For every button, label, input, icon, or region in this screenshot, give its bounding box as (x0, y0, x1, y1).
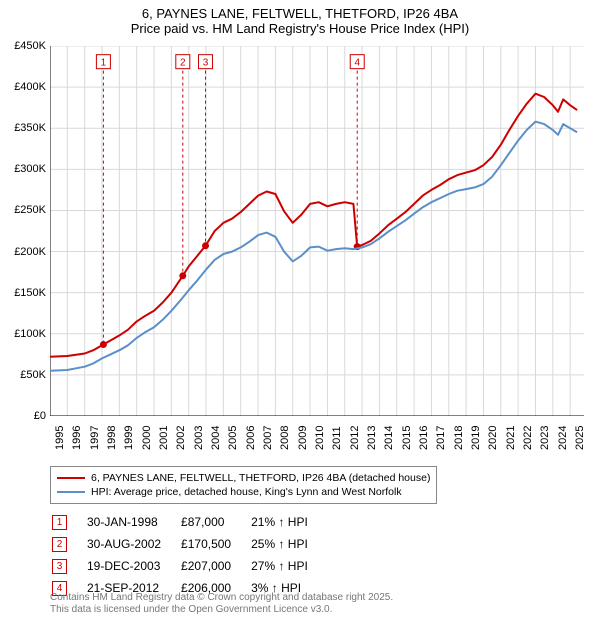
svg-text:1: 1 (101, 58, 107, 69)
event-date: 30-JAN-1998 (87, 512, 179, 532)
footer-line1: Contains HM Land Registry data © Crown c… (50, 592, 393, 603)
y-tick-label: £0 (34, 410, 46, 422)
legend-label: 6, PAYNES LANE, FELTWELL, THETFORD, IP26… (91, 471, 430, 485)
event-delta: 21% ↑ HPI (251, 512, 326, 532)
footer-line2: This data is licensed under the Open Gov… (50, 604, 332, 615)
svg-text:2: 2 (180, 58, 186, 69)
x-tick-label: 2017 (435, 426, 447, 450)
y-tick-label: £50K (20, 369, 46, 381)
x-tick-label: 2013 (366, 426, 378, 450)
y-axis: £0£50K£100K£150K£200K£250K£300K£350K£400… (0, 46, 50, 416)
legend-row: HPI: Average price, detached house, King… (57, 485, 430, 499)
x-tick-label: 2002 (175, 426, 187, 450)
x-tick-label: 1998 (106, 426, 118, 450)
y-tick-label: £250K (14, 204, 46, 216)
y-tick-label: £450K (14, 40, 46, 52)
title-address: 6, PAYNES LANE, FELTWELL, THETFORD, IP26… (10, 6, 590, 21)
y-tick-label: £200K (14, 246, 46, 258)
event-delta: 25% ↑ HPI (251, 534, 326, 554)
x-axis: 1995 1996 1997 1998 1999 2000 2001 2002 2003 2004… (50, 416, 584, 464)
events-table: 1 30-JAN-1998£87,00021% ↑ HPI 2 30-AUG-2002… (50, 510, 328, 600)
legend-label: HPI: Average price, detached house, King… (91, 485, 402, 499)
event-marker-box: 1 (52, 515, 67, 530)
y-tick-label: £150K (14, 287, 46, 299)
x-tick-label: 1997 (89, 426, 101, 450)
x-tick-label: 2024 (557, 426, 569, 450)
x-tick-label: 2005 (227, 426, 239, 450)
x-tick-label: 2014 (383, 426, 395, 450)
y-tick-label: £300K (14, 163, 46, 175)
event-date: 30-AUG-2002 (87, 534, 179, 554)
x-tick-label: 2012 (349, 426, 361, 450)
svg-text:3: 3 (203, 58, 209, 69)
legend-swatch (57, 477, 85, 479)
x-tick-label: 2016 (418, 426, 430, 450)
x-tick-label: 2007 (262, 426, 274, 450)
table-row: 1 30-JAN-1998£87,00021% ↑ HPI (52, 512, 326, 532)
chart-title: 6, PAYNES LANE, FELTWELL, THETFORD, IP26… (0, 0, 600, 38)
footer-attribution: Contains HM Land Registry data © Crown c… (50, 592, 393, 616)
event-marker-box: 2 (52, 537, 67, 552)
x-tick-label: 2023 (539, 426, 551, 450)
x-tick-label: 2022 (522, 426, 534, 450)
table-row: 3 19-DEC-2003£207,00027% ↑ HPI (52, 556, 326, 576)
event-price: £87,000 (181, 512, 249, 532)
x-tick-label: 2010 (314, 426, 326, 450)
title-subtitle: Price paid vs. HM Land Registry's House … (10, 21, 590, 36)
event-price: £170,500 (181, 534, 249, 554)
x-tick-label: 2011 (331, 426, 343, 450)
chart-svg: 1 2 3 4 (50, 46, 584, 416)
x-tick-label: 2006 (245, 426, 257, 450)
plot-area: 1 2 3 4 (50, 46, 584, 416)
svg-text:4: 4 (354, 58, 360, 69)
legend: 6, PAYNES LANE, FELTWELL, THETFORD, IP26… (50, 466, 437, 504)
legend-swatch (57, 491, 85, 493)
chart-container: { "title_line1": "6, PAYNES LANE, FELTWE… (0, 0, 600, 620)
table-row: 2 30-AUG-2002£170,50025% ↑ HPI (52, 534, 326, 554)
y-tick-label: £400K (14, 81, 46, 93)
x-tick-label: 2008 (279, 426, 291, 450)
x-tick-label: 1996 (71, 426, 83, 450)
x-tick-label: 2001 (158, 426, 170, 450)
event-date: 19-DEC-2003 (87, 556, 179, 576)
x-tick-label: 2003 (193, 426, 205, 450)
x-tick-label: 1995 (54, 426, 66, 450)
x-tick-label: 2015 (401, 426, 413, 450)
legend-row: 6, PAYNES LANE, FELTWELL, THETFORD, IP26… (57, 471, 430, 485)
event-marker-box: 3 (52, 559, 67, 574)
event-delta: 27% ↑ HPI (251, 556, 326, 576)
x-tick-label: 2021 (505, 426, 517, 450)
x-tick-label: 2025 (574, 426, 586, 450)
x-tick-label: 2009 (297, 426, 309, 450)
y-tick-label: £100K (14, 328, 46, 340)
x-tick-label: 2019 (470, 426, 482, 450)
y-tick-label: £350K (14, 122, 46, 134)
x-tick-label: 2004 (210, 426, 222, 450)
x-tick-label: 2020 (487, 426, 499, 450)
event-price: £207,000 (181, 556, 249, 576)
x-tick-label: 2018 (453, 426, 465, 450)
x-tick-label: 1999 (123, 426, 135, 450)
x-tick-label: 2000 (141, 426, 153, 450)
